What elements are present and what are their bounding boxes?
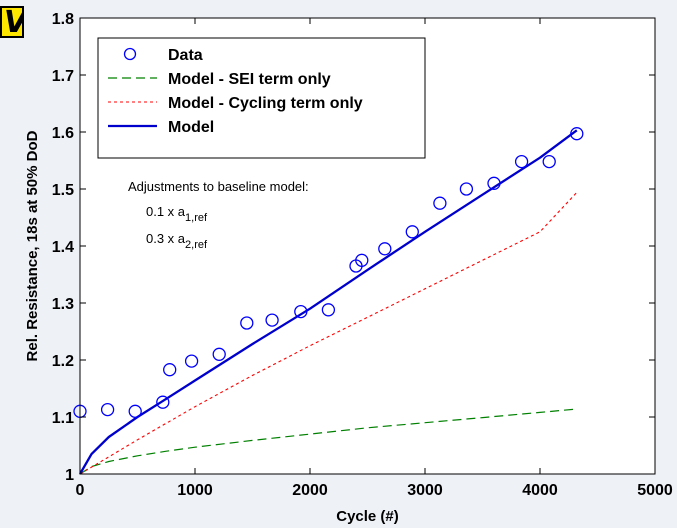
data-point	[487, 176, 501, 190]
x-tick-label: 4000	[522, 482, 558, 499]
annotation-line-1: 0.1 x a1,ref	[146, 204, 208, 224]
annotation-line-1-sub: 1,ref	[185, 212, 208, 224]
legend-label-cycling: Model - Cycling term only	[168, 95, 363, 112]
data-point	[240, 316, 254, 330]
y-tick-label: 1.1	[52, 410, 74, 427]
annotation-line-2-prefix: 0.3 x a	[146, 231, 186, 246]
data-point	[378, 242, 392, 256]
annotation-line-2-sub: 2,ref	[185, 239, 208, 251]
data-point	[184, 354, 199, 368]
data-point	[542, 154, 556, 169]
legend-label-data: Data	[168, 47, 203, 64]
legend-label-model: Model	[168, 119, 214, 136]
annotation-heading: Adjustments to baseline model:	[128, 179, 309, 194]
series-line-1	[79, 408, 577, 475]
annotation-line-1-prefix: 0.1 x a	[146, 204, 186, 219]
data-point	[156, 395, 170, 409]
data-point	[265, 313, 279, 327]
data-point	[514, 154, 529, 169]
legend: Data Model - SEI term only Model - Cycli…	[97, 37, 426, 159]
y-tick-label: 1.8	[52, 11, 74, 28]
corner-tag-text: V	[4, 8, 22, 36]
data-point	[163, 363, 177, 377]
data-point	[294, 304, 308, 319]
y-tick-label: 1.5	[52, 182, 74, 199]
data-point	[100, 402, 115, 417]
legend-marker-data	[123, 47, 137, 61]
legend-label-sei: Model - SEI term only	[168, 71, 331, 88]
y-tick-label: 1	[65, 467, 74, 484]
data-point	[321, 303, 336, 317]
x-tick-label: 1000	[177, 482, 213, 499]
x-axis-label: Cycle (#)	[336, 508, 399, 525]
series-line-3	[79, 129, 578, 475]
data-point	[433, 196, 447, 210]
y-tick-label: 1.4	[52, 239, 74, 256]
y-tick-label: 1.6	[52, 125, 74, 142]
y-tick-label: 1.2	[52, 353, 74, 370]
data-layer	[73, 127, 584, 475]
data-point	[212, 347, 226, 361]
y-tick-label: 1.3	[52, 296, 74, 313]
corner-tag: V	[0, 6, 24, 38]
y-axis-label: Rel. Resistance, 18s at 50% DoD	[24, 130, 41, 361]
series-line-2	[79, 192, 578, 475]
data-point	[128, 404, 142, 418]
x-tick-label: 5000	[637, 482, 673, 499]
y-tick-label: 1.7	[52, 68, 74, 85]
data-point	[570, 127, 584, 141]
annotation-line-2: 0.3 x a2,ref	[146, 231, 208, 251]
annotation: Adjustments to baseline model: 0.1 x a1,…	[128, 179, 309, 251]
legend-box	[97, 37, 426, 159]
x-tick-label: 0	[76, 482, 85, 499]
x-tick-label: 2000	[292, 482, 328, 499]
ticks-layer: 0 1000 2000 3000 4000 5000 1 1.1 1.2 1.3 1.4 1.5 1.6…	[52, 11, 673, 499]
data-point	[459, 182, 474, 196]
data-point	[355, 253, 369, 267]
x-tick-label: 3000	[407, 482, 443, 499]
data-point	[405, 225, 419, 239]
